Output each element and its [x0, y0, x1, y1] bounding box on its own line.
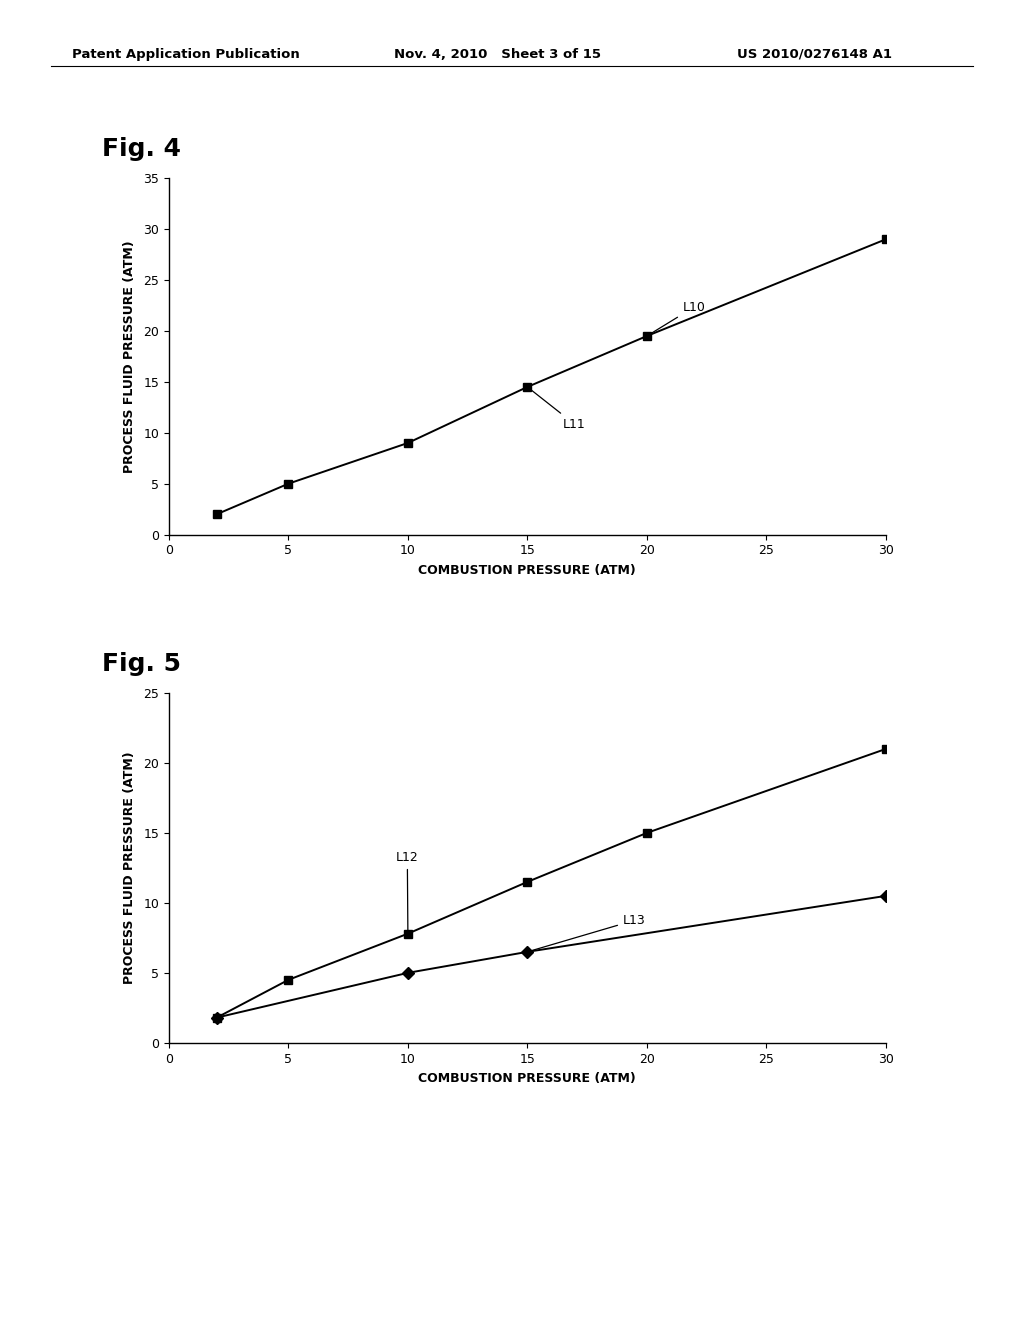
Y-axis label: PROCESS FLUID PRESSURE (ATM): PROCESS FLUID PRESSURE (ATM) [124, 751, 136, 985]
Text: Patent Application Publication: Patent Application Publication [72, 48, 299, 61]
Text: L13: L13 [530, 913, 646, 952]
Text: L12: L12 [396, 851, 419, 931]
Text: L11: L11 [529, 388, 586, 430]
X-axis label: COMBUSTION PRESSURE (ATM): COMBUSTION PRESSURE (ATM) [419, 564, 636, 577]
Y-axis label: PROCESS FLUID PRESSURE (ATM): PROCESS FLUID PRESSURE (ATM) [124, 240, 136, 473]
Text: Fig. 5: Fig. 5 [102, 652, 181, 676]
Text: L10: L10 [649, 301, 706, 334]
Text: US 2010/0276148 A1: US 2010/0276148 A1 [737, 48, 892, 61]
X-axis label: COMBUSTION PRESSURE (ATM): COMBUSTION PRESSURE (ATM) [419, 1072, 636, 1085]
Text: Nov. 4, 2010   Sheet 3 of 15: Nov. 4, 2010 Sheet 3 of 15 [394, 48, 601, 61]
Text: Fig. 4: Fig. 4 [102, 137, 181, 161]
